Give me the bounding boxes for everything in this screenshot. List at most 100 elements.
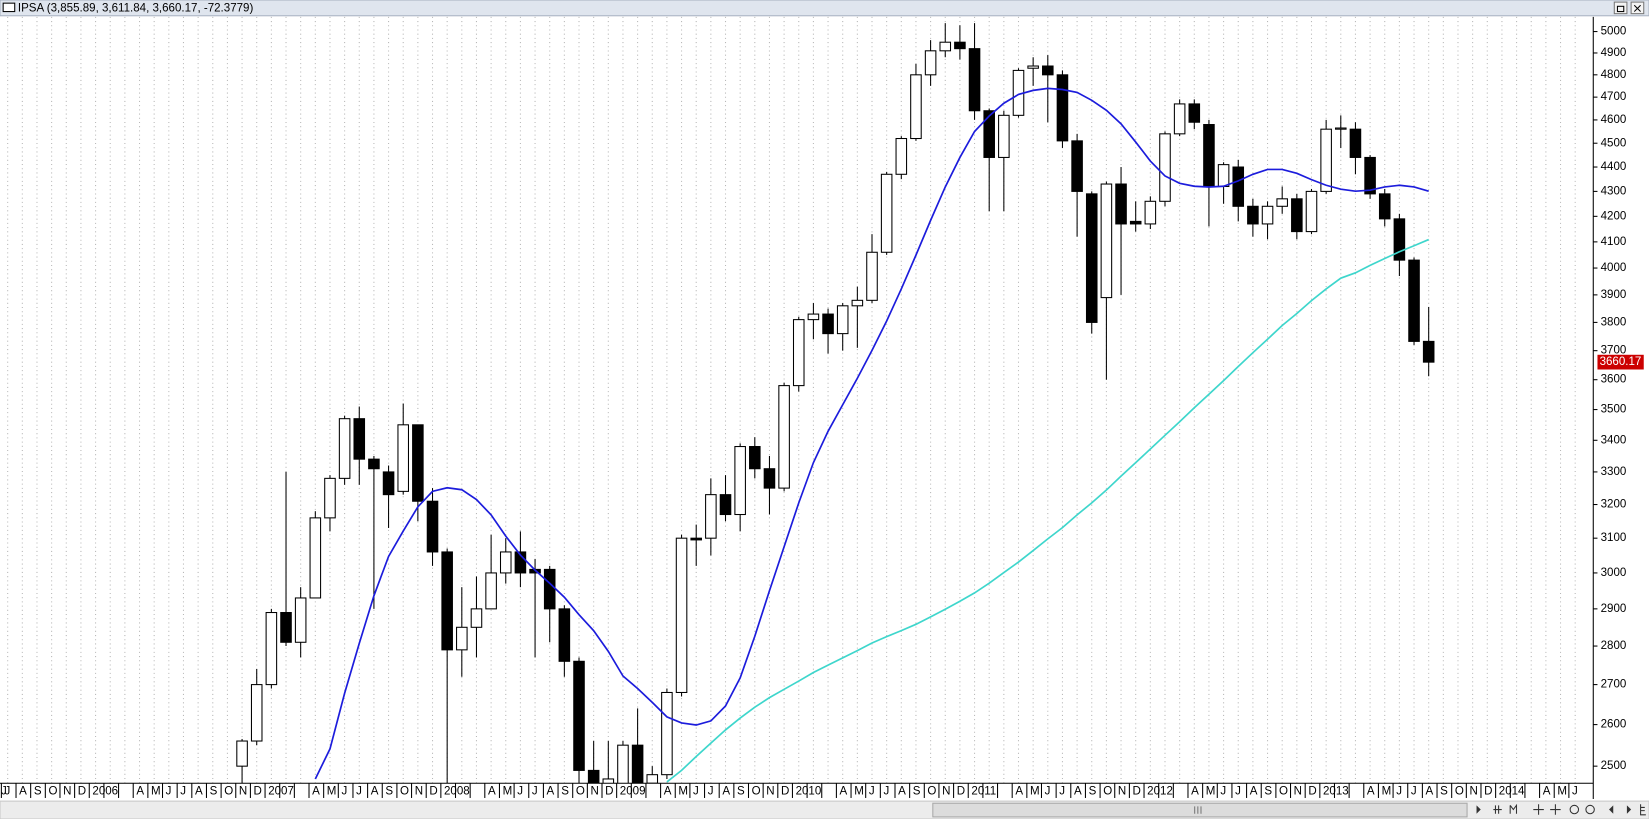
x-tick-label: A xyxy=(195,786,203,798)
toolbar-icon[interactable] xyxy=(1493,805,1502,814)
x-tick-label: N xyxy=(591,786,599,798)
x-tick-label: A xyxy=(371,786,379,798)
x-tick-label: J xyxy=(1396,786,1402,798)
candle-body xyxy=(236,740,248,767)
y-tick-label: 3600 xyxy=(1601,374,1627,386)
y-tick-label: 5000 xyxy=(1601,26,1627,38)
y-tick-label: 3000 xyxy=(1601,567,1627,579)
x-tick-label: S xyxy=(1264,786,1272,798)
candle-body xyxy=(426,500,439,553)
candle-body xyxy=(1027,65,1039,69)
candle-body xyxy=(309,517,322,599)
x-tick-label: J xyxy=(693,786,699,798)
x-tick-label: S xyxy=(561,786,569,798)
x-tick-label: 2011 xyxy=(971,786,996,798)
x-tick-label: A xyxy=(898,786,906,798)
x-tick-label: N xyxy=(415,786,423,798)
x-tick-label: M xyxy=(1382,786,1392,798)
x-tick-label: A xyxy=(1426,786,1434,798)
candle-body xyxy=(1276,198,1288,207)
x-tick-label: S xyxy=(210,786,218,798)
candle-body xyxy=(368,458,380,470)
candle-body xyxy=(382,471,395,496)
candle-body xyxy=(1129,220,1142,225)
x-tick-label: O xyxy=(400,786,409,798)
plot-area xyxy=(236,23,1435,784)
x-tick-label: M xyxy=(327,786,337,798)
x-tick-label: D xyxy=(1133,786,1141,798)
x-tick-label: 2009 xyxy=(620,786,646,798)
x-tick-label: J xyxy=(166,786,172,798)
y-tick-label: 4600 xyxy=(1601,114,1627,126)
x-tick-label: M xyxy=(854,786,864,798)
line-series xyxy=(666,238,1430,783)
x-tick-label: M xyxy=(1557,786,1567,798)
restore-button[interactable] xyxy=(1613,1,1628,15)
toolbar-icon[interactable] xyxy=(1533,804,1544,815)
close-button[interactable] xyxy=(1630,1,1645,15)
x-tick-label: O xyxy=(1455,786,1464,798)
candle-body xyxy=(661,691,673,776)
y-tick-label: 4000 xyxy=(1601,262,1627,274)
toolbar-icon[interactable] xyxy=(1509,803,1518,814)
scroll-right[interactable] xyxy=(1476,805,1481,814)
candle-body xyxy=(1422,340,1435,363)
candle-body xyxy=(250,684,263,742)
x-tick-label: J xyxy=(1572,786,1578,798)
x-tick-label: N xyxy=(1118,786,1126,798)
button-frame[interactable] xyxy=(1613,1,1628,15)
candle-body xyxy=(1247,205,1259,225)
x-tick-label: O xyxy=(1279,786,1288,798)
candle-body xyxy=(968,48,981,112)
x-tick-label: 2008 xyxy=(444,786,470,798)
x-tick-label: D xyxy=(605,786,613,798)
button-glyph xyxy=(1633,4,1641,12)
x-tick-label: O xyxy=(224,786,233,798)
candle-body xyxy=(1042,65,1054,76)
candle-body xyxy=(895,137,908,175)
candle-body xyxy=(983,110,995,158)
candle-body xyxy=(705,494,717,539)
x-tick-label: A xyxy=(1250,786,1258,798)
candle-body xyxy=(1100,183,1113,299)
candle-body xyxy=(543,568,556,610)
x-tick-label: A xyxy=(488,786,496,798)
x-tick-label: A xyxy=(1015,786,1023,798)
x-tick-label: 2014 xyxy=(1499,786,1525,798)
candle-body xyxy=(1144,200,1157,225)
x-tick-label: S xyxy=(737,786,745,798)
candle-body xyxy=(778,385,790,489)
x-tick-label: J xyxy=(341,786,347,798)
candle-body xyxy=(1364,156,1376,195)
candle-body xyxy=(866,251,878,301)
x-tick-label: D xyxy=(78,786,86,798)
x-tick-label: M xyxy=(1206,786,1216,798)
toolbar-icon[interactable] xyxy=(1640,804,1646,816)
candle-body xyxy=(646,774,659,784)
candle-body xyxy=(1085,193,1098,323)
x-tick-label: N xyxy=(239,786,247,798)
toolbar-icon[interactable] xyxy=(1550,804,1561,815)
x-tick-label: A xyxy=(1543,786,1551,798)
candle-body xyxy=(1349,128,1362,158)
toolbar-icon[interactable] xyxy=(1569,804,1580,815)
candle-body xyxy=(324,477,336,519)
scroll-right[interactable] xyxy=(1626,805,1632,814)
toolbar-icon[interactable] xyxy=(1585,804,1595,815)
x-tick-label: J xyxy=(532,786,538,798)
candle-body xyxy=(1305,190,1318,233)
scroll-thumb[interactable] xyxy=(932,802,1468,818)
candle-body xyxy=(1115,183,1127,225)
candle-body xyxy=(807,313,820,321)
x-tick-label: J xyxy=(1411,786,1417,798)
x-tick-label: 2006 xyxy=(92,786,118,798)
x-tick-label: D xyxy=(957,786,965,798)
candle-body xyxy=(939,41,952,52)
x-tick-label: N xyxy=(1294,786,1302,798)
candle-body xyxy=(734,446,746,516)
x-tick-label: O xyxy=(48,786,57,798)
scroll-left[interactable] xyxy=(1609,805,1614,814)
candle-body xyxy=(587,769,600,784)
